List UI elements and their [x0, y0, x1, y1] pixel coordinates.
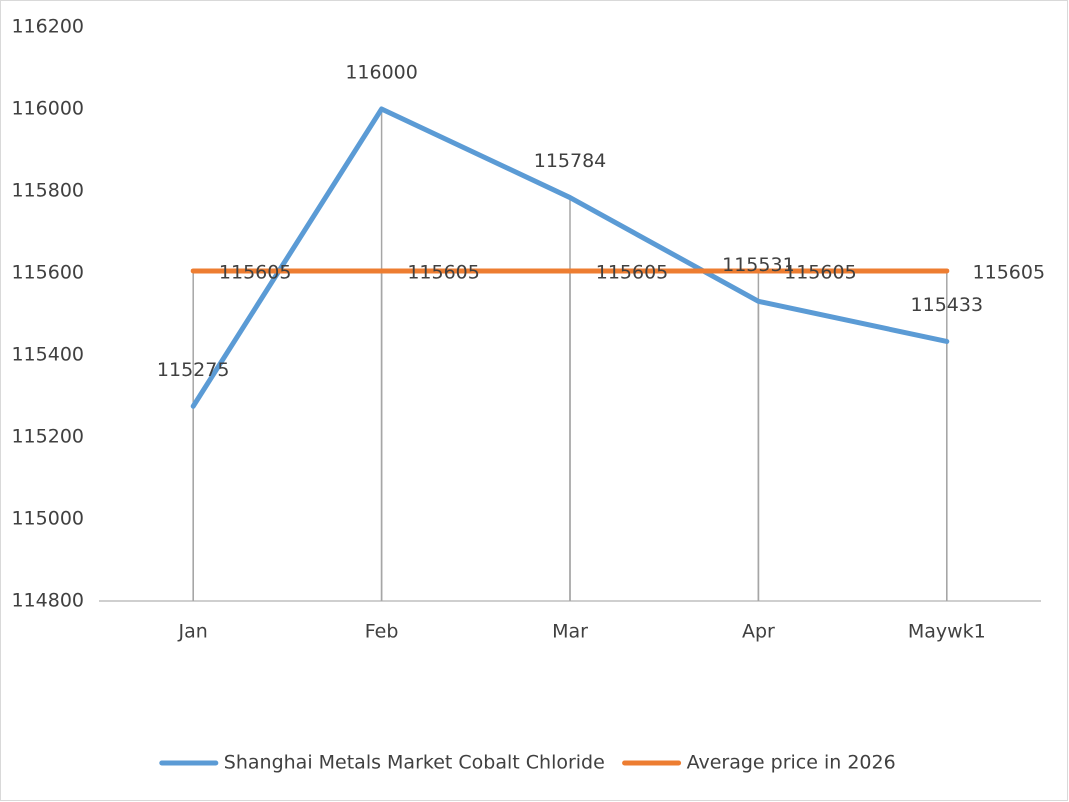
data-label: 115433 [911, 294, 984, 316]
y-tick-label: 115800 [11, 180, 84, 202]
x-tick-label: Apr [742, 621, 775, 643]
legend-label: Average price in 2026 [687, 752, 896, 774]
y-tick-label: 116000 [11, 98, 84, 120]
y-tick-label: 115200 [11, 426, 84, 448]
y-tick-label: 115600 [11, 262, 84, 284]
data-label: 115531 [722, 254, 795, 276]
data-label: 115605 [596, 261, 669, 283]
x-tick-label: Feb [365, 621, 399, 643]
legend-label: Shanghai Metals Market Cobalt Chloride [224, 752, 605, 774]
data-label: 116000 [345, 62, 418, 84]
y-tick-label: 114800 [11, 590, 84, 612]
data-label: 115784 [534, 150, 607, 172]
x-tick-label: Jan [178, 621, 208, 643]
x-tick-label: Mar [552, 621, 588, 643]
data-label: 115605 [407, 261, 480, 283]
data-label: 115605 [219, 261, 292, 283]
data-label: 115605 [973, 261, 1046, 283]
y-tick-label: 116200 [11, 16, 84, 38]
x-tick-label: Maywk1 [908, 621, 986, 643]
y-tick-label: 115400 [11, 344, 84, 366]
data-label: 115275 [157, 359, 230, 381]
data-label: 115605 [784, 261, 857, 283]
y-tick-label: 115000 [11, 508, 84, 530]
series-line [190, 106, 950, 409]
